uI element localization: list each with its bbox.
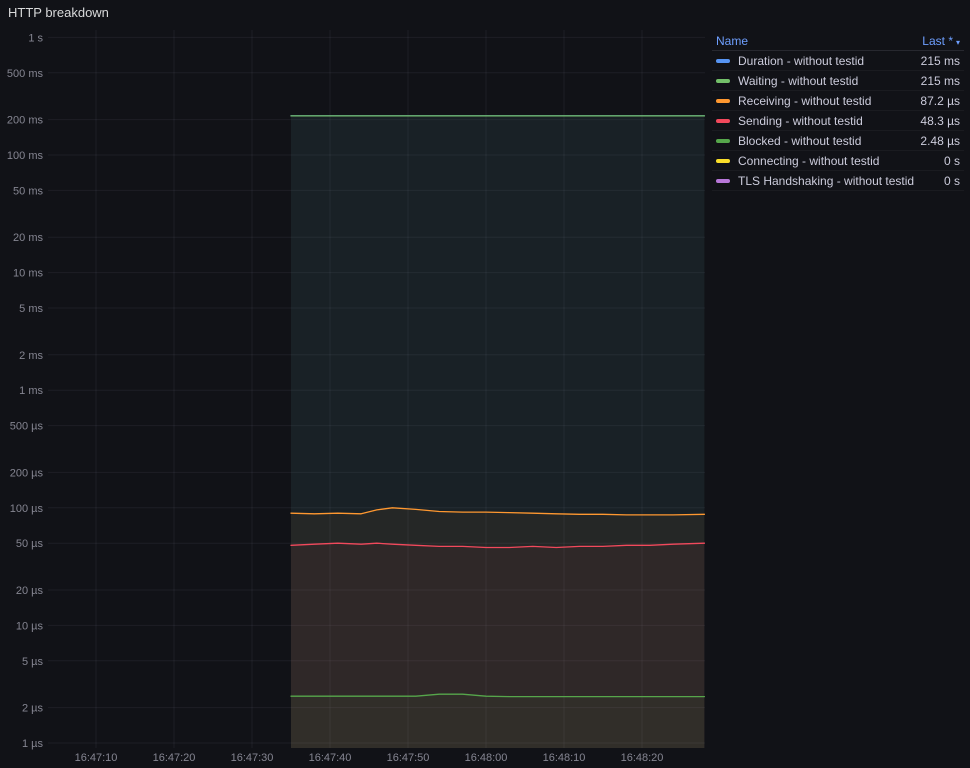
svg-text:10 µs: 10 µs bbox=[16, 620, 44, 632]
svg-text:500 ms: 500 ms bbox=[7, 68, 44, 80]
svg-text:5 µs: 5 µs bbox=[22, 656, 44, 668]
svg-text:1 ms: 1 ms bbox=[19, 385, 43, 397]
series-color-swatch[interactable] bbox=[716, 78, 730, 83]
legend-row[interactable]: Receiving - without testid 87.2 µs bbox=[712, 91, 964, 111]
series-name[interactable]: Sending - without testid bbox=[738, 113, 863, 128]
svg-text:5 ms: 5 ms bbox=[19, 303, 43, 315]
series-last-value: 87.2 µs bbox=[920, 93, 960, 108]
sort-caret-icon: ▾ bbox=[955, 37, 960, 47]
series-color-swatch[interactable] bbox=[716, 138, 730, 143]
legend-row[interactable]: TLS Handshaking - without testid 0 s bbox=[712, 171, 964, 191]
series-color-swatch[interactable] bbox=[716, 98, 730, 103]
legend-row[interactable]: Sending - without testid 48.3 µs bbox=[712, 111, 964, 131]
svg-text:16:47:30: 16:47:30 bbox=[231, 752, 274, 764]
series-last-value: 0 s bbox=[943, 173, 960, 188]
series-last-value: 2.48 µs bbox=[920, 133, 960, 148]
svg-text:200 ms: 200 ms bbox=[7, 115, 44, 127]
legend-row[interactable]: Waiting - without testid 215 ms bbox=[712, 71, 964, 91]
svg-text:20 µs: 20 µs bbox=[16, 585, 44, 597]
series-last-value: 215 ms bbox=[920, 73, 960, 88]
svg-text:1 µs: 1 µs bbox=[22, 738, 44, 750]
svg-text:100 ms: 100 ms bbox=[7, 150, 44, 162]
legend-header-last[interactable]: Last * ▾ bbox=[922, 34, 960, 48]
series-name[interactable]: Connecting - without testid bbox=[738, 153, 880, 168]
legend-table: Name Last * ▾ Duration - without testid 2… bbox=[712, 31, 964, 191]
svg-text:100 µs: 100 µs bbox=[10, 503, 44, 515]
series-name[interactable]: Receiving - without testid bbox=[738, 93, 872, 108]
series-name[interactable]: Waiting - without testid bbox=[738, 73, 859, 88]
series-last-value: 215 ms bbox=[920, 53, 960, 68]
series-color-swatch[interactable] bbox=[716, 158, 730, 163]
series-last-value: 0 s bbox=[943, 153, 960, 168]
svg-text:20 ms: 20 ms bbox=[13, 232, 43, 244]
svg-text:16:47:50: 16:47:50 bbox=[387, 752, 430, 764]
svg-text:50 ms: 50 ms bbox=[13, 185, 43, 197]
panel-title[interactable]: HTTP breakdown bbox=[8, 5, 109, 20]
svg-text:16:48:20: 16:48:20 bbox=[621, 752, 664, 764]
svg-text:16:47:10: 16:47:10 bbox=[75, 752, 118, 764]
legend-header-name[interactable]: Name bbox=[716, 33, 749, 48]
legend-row[interactable]: Blocked - without testid 2.48 µs bbox=[712, 131, 964, 151]
svg-text:1 s: 1 s bbox=[28, 32, 43, 44]
legend-header: Name Last * ▾ bbox=[712, 31, 964, 51]
series-color-swatch[interactable] bbox=[716, 178, 730, 183]
series-name[interactable]: Blocked - without testid bbox=[738, 133, 862, 148]
legend-row[interactable]: Duration - without testid 215 ms bbox=[712, 51, 964, 71]
svg-text:2 µs: 2 µs bbox=[22, 703, 44, 715]
series-color-swatch[interactable] bbox=[716, 118, 730, 123]
svg-text:50 µs: 50 µs bbox=[16, 538, 44, 550]
svg-text:16:48:00: 16:48:00 bbox=[465, 752, 508, 764]
series-name[interactable]: Duration - without testid bbox=[738, 53, 865, 68]
series-last-value: 48.3 µs bbox=[920, 113, 960, 128]
legend-row[interactable]: Connecting - without testid 0 s bbox=[712, 151, 964, 171]
svg-text:200 µs: 200 µs bbox=[10, 467, 44, 479]
legend-header-last-label: Last * bbox=[922, 33, 953, 48]
series-name[interactable]: TLS Handshaking - without testid bbox=[738, 173, 915, 188]
svg-text:2 ms: 2 ms bbox=[19, 350, 43, 362]
svg-text:16:48:10: 16:48:10 bbox=[543, 752, 586, 764]
svg-text:500 µs: 500 µs bbox=[10, 421, 44, 433]
svg-text:16:47:40: 16:47:40 bbox=[309, 752, 352, 764]
series-color-swatch[interactable] bbox=[716, 58, 730, 63]
svg-text:16:47:20: 16:47:20 bbox=[153, 752, 196, 764]
svg-text:10 ms: 10 ms bbox=[13, 268, 43, 280]
